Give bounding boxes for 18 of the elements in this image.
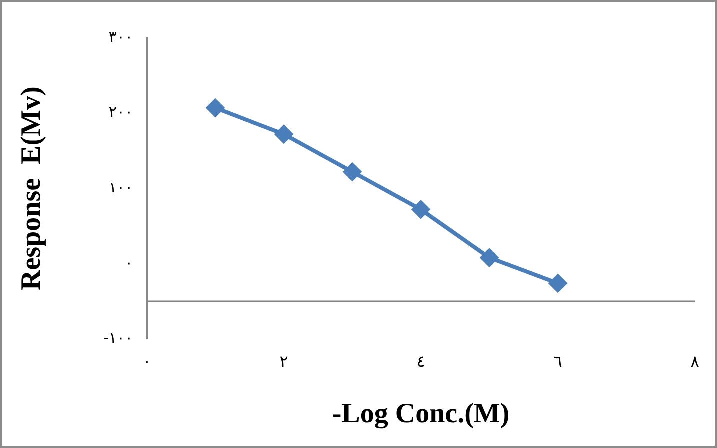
point: [480, 248, 499, 268]
point: [412, 200, 430, 220]
y-tick-label: ٢٠٠: [108, 103, 133, 122]
y-tick-label: ١٠٠: [108, 178, 133, 196]
x-tick-label: ٤: [416, 352, 426, 371]
point: [548, 274, 568, 293]
point: [343, 162, 362, 182]
point: [274, 124, 294, 144]
x-tick-label: ٢: [280, 352, 288, 371]
x-tick-label: ٨: [690, 352, 700, 371]
x-tick-label: ٦: [554, 352, 562, 371]
y-tick-label: -١٠٠: [103, 329, 133, 348]
y-axis-title: Response E(Mv): [16, 86, 48, 290]
y-tick-label: ٠: [124, 254, 133, 272]
x-tick-label: ٠: [142, 352, 152, 371]
point: [206, 98, 225, 118]
y-tick-label: ٣٠٠: [108, 28, 133, 46]
x-axis-title: -Log Conc.(M): [332, 398, 510, 430]
